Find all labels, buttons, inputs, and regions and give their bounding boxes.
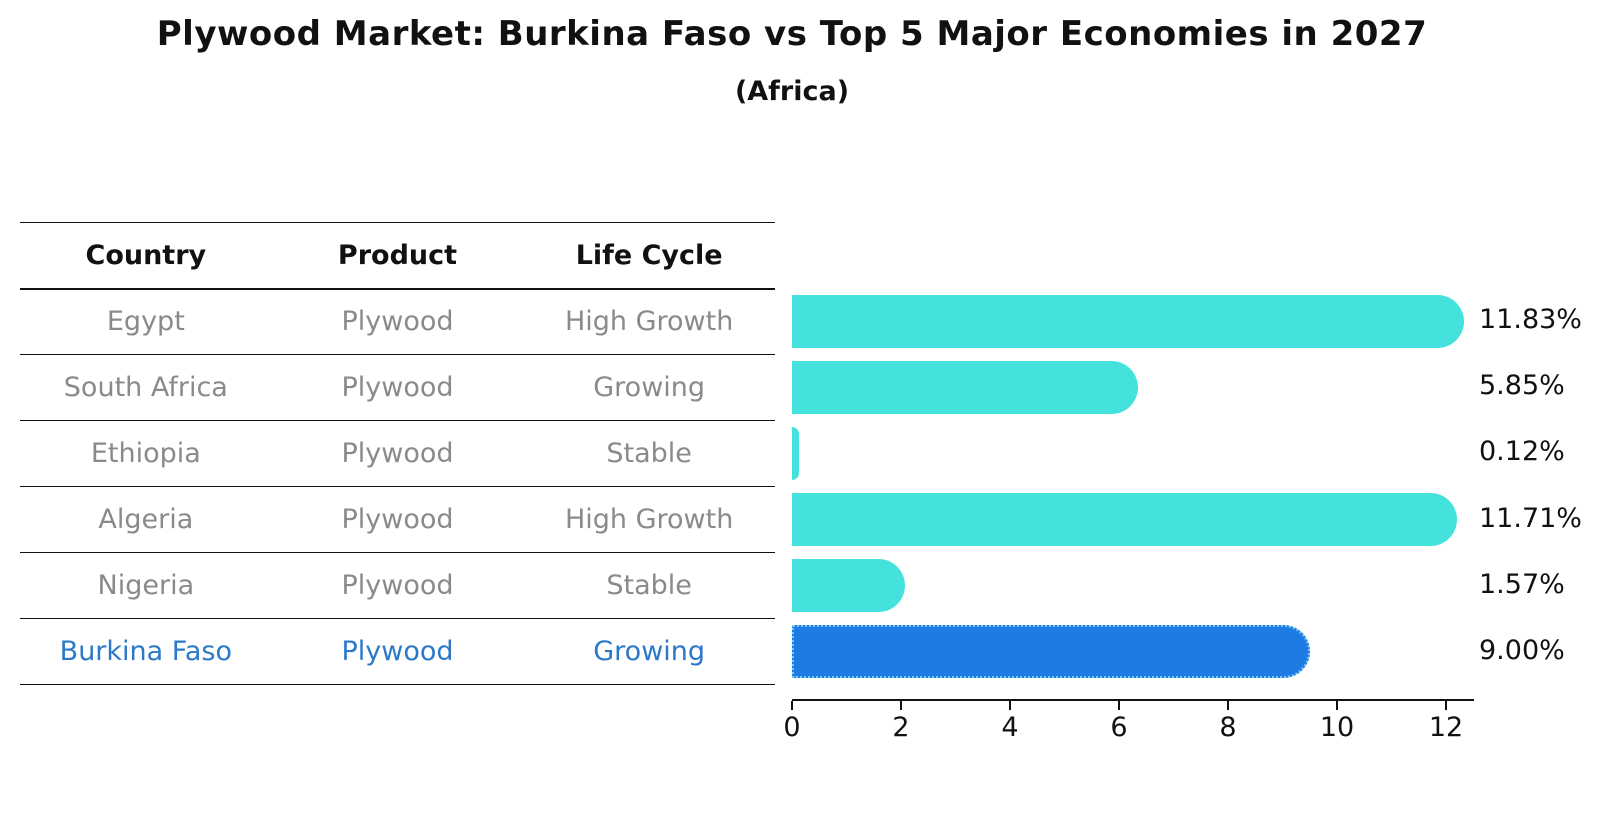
x-tick-mark bbox=[791, 701, 793, 710]
cell-life-cycle: Stable bbox=[523, 420, 775, 487]
table-header-row: Country Product Life Cycle bbox=[20, 222, 775, 290]
x-tick-label: 6 bbox=[1110, 712, 1128, 743]
cell-country: Ethiopia bbox=[20, 420, 272, 487]
x-tick-label: 10 bbox=[1319, 712, 1355, 743]
x-tick-label: 12 bbox=[1428, 712, 1464, 743]
cell-product: Plywood bbox=[271, 354, 524, 421]
value-label: 0.12% bbox=[1479, 436, 1565, 468]
table-row: Ethiopia Plywood Stable bbox=[20, 420, 775, 487]
cell-country: Burkina Faso bbox=[20, 618, 272, 685]
column-header-country: Country bbox=[20, 222, 272, 290]
x-tick-mark bbox=[900, 701, 902, 710]
x-tick-label: 2 bbox=[892, 712, 910, 743]
cell-country: Nigeria bbox=[20, 552, 272, 619]
x-tick-mark bbox=[1227, 701, 1229, 710]
value-label: 9.00% bbox=[1479, 634, 1565, 666]
bar-burkina-faso bbox=[792, 625, 1310, 679]
value-label: 11.71% bbox=[1479, 502, 1582, 534]
value-label: 11.83% bbox=[1479, 304, 1582, 335]
table-row: Nigeria Plywood Stable bbox=[20, 552, 775, 619]
table-row: South Africa Plywood Growing bbox=[20, 354, 775, 421]
bar-south-africa bbox=[792, 360, 1138, 414]
cell-life-cycle: Stable bbox=[523, 552, 775, 619]
x-tick-label: 0 bbox=[783, 712, 801, 743]
column-header-product: Product bbox=[271, 222, 524, 290]
x-tick-mark bbox=[1009, 701, 1011, 710]
cell-product: Plywood bbox=[271, 552, 524, 619]
cell-product: Plywood bbox=[271, 420, 524, 487]
column-header-life-cycle: Life Cycle bbox=[523, 222, 775, 290]
x-tick-label: 8 bbox=[1219, 712, 1237, 743]
chart-title: Plywood Market: Burkina Faso vs Top 5 Ma… bbox=[156, 14, 1428, 54]
x-tick-mark bbox=[1336, 701, 1338, 710]
value-label: 5.85% bbox=[1479, 370, 1565, 402]
bar-ethiopia bbox=[792, 426, 799, 480]
table-row: Egypt Plywood High Growth bbox=[20, 288, 775, 355]
country-info-table: Country Product Life Cycle Egypt Plywood… bbox=[20, 222, 775, 685]
cell-country: South Africa bbox=[20, 354, 272, 421]
x-tick-mark bbox=[1118, 701, 1120, 710]
x-axis-line bbox=[792, 699, 1474, 701]
cell-country: Algeria bbox=[20, 486, 272, 553]
cell-life-cycle: Growing bbox=[523, 354, 775, 421]
cell-life-cycle: Growing bbox=[523, 618, 775, 685]
bar-nigeria bbox=[792, 559, 905, 613]
cell-product: Plywood bbox=[271, 288, 524, 355]
x-tick-mark bbox=[1445, 701, 1447, 710]
bar-algeria bbox=[792, 493, 1458, 546]
cell-country: Egypt bbox=[20, 288, 272, 355]
table-row-highlighted: Burkina Faso Plywood Growing bbox=[20, 618, 775, 685]
cell-product: Plywood bbox=[271, 618, 524, 685]
bar-egypt bbox=[792, 294, 1464, 348]
cell-life-cycle: High Growth bbox=[523, 486, 775, 553]
x-tick-label: 4 bbox=[1001, 712, 1019, 743]
value-label: 1.57% bbox=[1479, 568, 1565, 600]
cell-product: Plywood bbox=[271, 486, 524, 553]
cell-life-cycle: High Growth bbox=[523, 288, 775, 355]
chart-subtitle: (Africa) bbox=[734, 76, 850, 107]
table-row: Algeria Plywood High Growth bbox=[20, 486, 775, 553]
